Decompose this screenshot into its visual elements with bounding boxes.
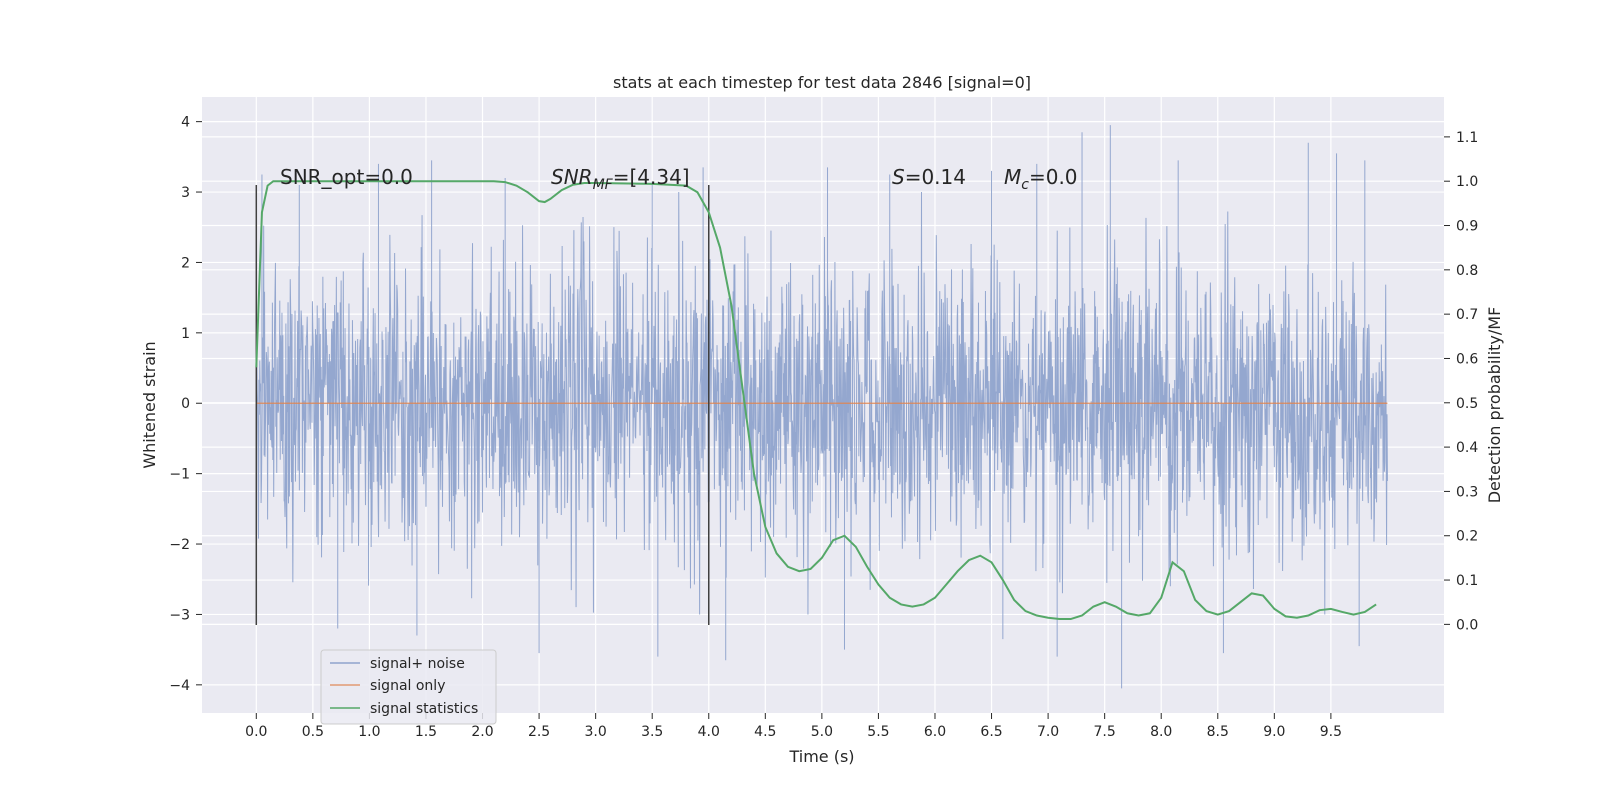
y-tick-label-right: 0.4 bbox=[1456, 440, 1478, 456]
y-tick-label-left: −4 bbox=[169, 678, 190, 694]
x-tick-label: 5.5 bbox=[867, 724, 889, 740]
x-tick-label: 9.5 bbox=[1320, 724, 1342, 740]
x-tick-label: 0.0 bbox=[245, 724, 267, 740]
x-tick-label: 8.0 bbox=[1150, 724, 1172, 740]
x-tick-label: 2.0 bbox=[471, 724, 493, 740]
y-tick-labels-right: 0.0 0.1 0.2 0.3 0.4 0.5 0.6 0.7 0.8 0.9 1.0 1.1 bbox=[1444, 130, 1478, 633]
s-annotation: S=0.14 bbox=[892, 165, 966, 189]
x-tick-label: 4.0 bbox=[698, 724, 720, 740]
y-tick-label-right: 0.3 bbox=[1456, 484, 1478, 500]
legend: signal+ noise signal only signal statist… bbox=[320, 649, 497, 725]
x-tick-label: 3.5 bbox=[641, 724, 663, 740]
y-tick-label-left: 0 bbox=[181, 396, 190, 412]
y-tick-label-left: −3 bbox=[169, 607, 190, 623]
legend-label-signal-only: signal only bbox=[370, 678, 445, 694]
y-tick-label-right: 0.6 bbox=[1456, 351, 1478, 367]
y-tick-label-left: −2 bbox=[169, 537, 190, 553]
x-tick-label: 9.0 bbox=[1263, 724, 1285, 740]
legend-box bbox=[320, 649, 497, 725]
x-tick-label: 0.5 bbox=[302, 724, 324, 740]
mc-rest: =0.0 bbox=[1029, 165, 1078, 189]
snr-mf-rest: =[4.34] bbox=[613, 165, 690, 189]
x-tick-label: 4.5 bbox=[754, 724, 776, 740]
x-tick-label: 1.0 bbox=[358, 724, 380, 740]
y-tick-label-right: 0.7 bbox=[1456, 307, 1478, 323]
y-tick-label-right: 1.1 bbox=[1456, 130, 1478, 146]
chart-title: stats at each timestep for test data 284… bbox=[613, 73, 1031, 92]
noise-series bbox=[255, 125, 1388, 689]
x-axis-label: Time (s) bbox=[788, 747, 854, 766]
y-tick-labels-left: −4 −3 −2 −1 0 1 2 3 4 bbox=[169, 115, 202, 694]
snr-mf-annotation: SNRMF=[4.34] bbox=[551, 165, 690, 193]
y-tick-label-right: 0.5 bbox=[1456, 396, 1478, 412]
vlines bbox=[255, 185, 710, 625]
y-tick-label-right: 0.1 bbox=[1456, 573, 1478, 589]
y-tick-label-left: −1 bbox=[169, 467, 190, 483]
noise-path bbox=[255, 125, 1388, 689]
y-axis-label-right: Detection probability/MF bbox=[1485, 307, 1504, 504]
x-tick-label: 8.5 bbox=[1207, 724, 1229, 740]
x-tick-label: 6.0 bbox=[924, 724, 946, 740]
x-tick-label: 1.5 bbox=[415, 724, 437, 740]
y-tick-label-right: 0.2 bbox=[1456, 529, 1478, 545]
signal-statistics-line bbox=[255, 180, 1377, 621]
x-tick-label: 7.5 bbox=[1094, 724, 1116, 740]
x-tick-label: 6.5 bbox=[980, 724, 1002, 740]
s-rest: =0.14 bbox=[905, 165, 966, 189]
x-tick-label: 5.0 bbox=[811, 724, 833, 740]
x-tick-label: 2.5 bbox=[528, 724, 550, 740]
y-tick-label-left: 2 bbox=[181, 255, 190, 271]
snr-mf-main: SNR bbox=[551, 165, 593, 189]
legend-label-signal-statistics: signal statistics bbox=[370, 701, 478, 717]
y-tick-label-left: 3 bbox=[181, 185, 190, 201]
y-tick-label-right: 0.0 bbox=[1456, 617, 1478, 633]
mc-annotation: Mc=0.0 bbox=[1004, 165, 1078, 193]
signal-statistics-series bbox=[255, 180, 1377, 621]
mc-main: M bbox=[1004, 165, 1021, 189]
y-axis-label-left: Whitened strain bbox=[140, 341, 159, 468]
snr-opt-annotation: SNR_opt=0.0 bbox=[280, 165, 413, 189]
x-tick-label: 3.0 bbox=[585, 724, 607, 740]
x-tick-label: 7.0 bbox=[1037, 724, 1059, 740]
mc-sub: c bbox=[1021, 177, 1029, 193]
y-tick-label-left: 1 bbox=[181, 326, 190, 342]
y-tick-label-right: 0.9 bbox=[1456, 219, 1478, 235]
s-main: S bbox=[892, 165, 905, 189]
y-tick-label-left: 4 bbox=[181, 115, 190, 131]
legend-label-signal-noise: signal+ noise bbox=[370, 656, 465, 672]
y-tick-label-right: 1.0 bbox=[1456, 174, 1478, 190]
x-tick-labels: 0.0 0.5 1.0 1.5 2.0 2.5 3.0 3.5 4.0 4.5 5.0 5.5 6.0 6… bbox=[245, 713, 1342, 740]
y-tick-label-right: 0.8 bbox=[1456, 263, 1478, 279]
snr-mf-sub: MF bbox=[593, 177, 614, 193]
